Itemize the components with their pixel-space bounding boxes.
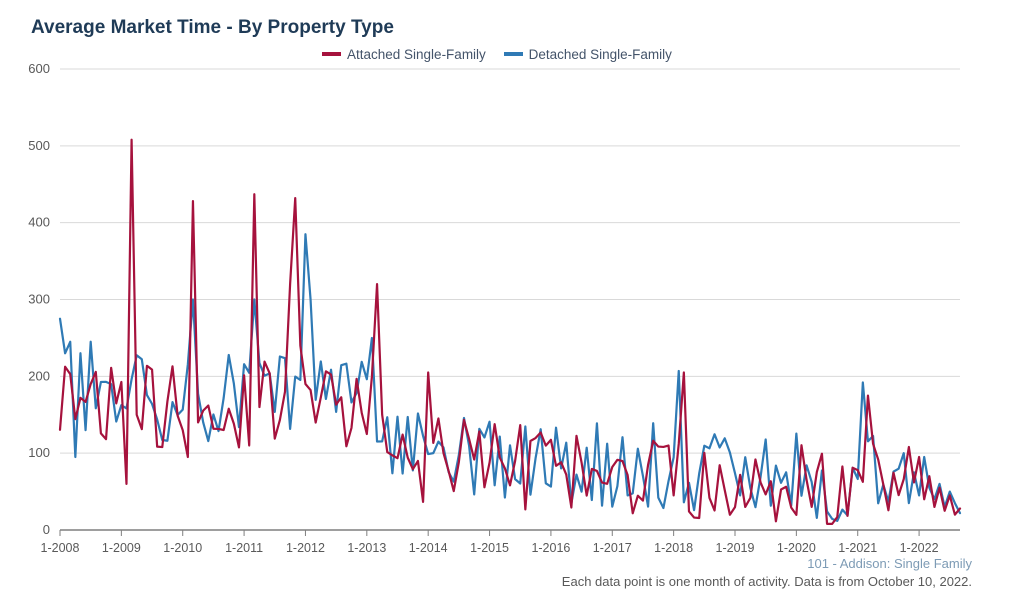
svg-text:500: 500 [28, 138, 50, 153]
svg-text:1-2010: 1-2010 [163, 541, 202, 555]
svg-text:1-2015: 1-2015 [470, 541, 509, 555]
svg-text:1-2009: 1-2009 [102, 541, 141, 555]
svg-text:400: 400 [28, 215, 50, 230]
svg-text:1-2018: 1-2018 [654, 541, 693, 555]
svg-text:300: 300 [28, 292, 50, 307]
svg-text:1-2013: 1-2013 [347, 541, 386, 555]
svg-text:1-2016: 1-2016 [531, 541, 570, 555]
svg-text:1-2011: 1-2011 [225, 541, 263, 555]
svg-text:1-2020: 1-2020 [777, 541, 816, 555]
svg-text:1-2008: 1-2008 [41, 541, 80, 555]
svg-text:200: 200 [28, 368, 50, 383]
svg-text:0: 0 [43, 522, 50, 537]
svg-text:1-2014: 1-2014 [409, 541, 448, 555]
svg-text:1-2012: 1-2012 [286, 541, 325, 555]
svg-text:1-2022: 1-2022 [900, 541, 939, 555]
svg-text:1-2017: 1-2017 [593, 541, 632, 555]
svg-text:1-2019: 1-2019 [716, 541, 755, 555]
svg-text:1-2021: 1-2021 [838, 541, 877, 555]
svg-text:100: 100 [28, 445, 50, 460]
svg-text:600: 600 [28, 61, 50, 76]
